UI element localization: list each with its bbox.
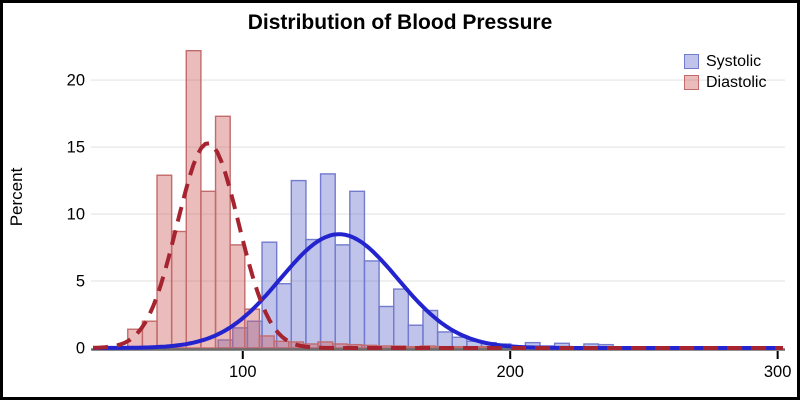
legend: Systolic Diastolic: [684, 51, 766, 93]
histogram-bar-diastolic: [185, 49, 202, 349]
histogram-bar-systolic: [305, 238, 322, 349]
histogram-bar-systolic: [319, 173, 336, 349]
histogram-bar-systolic: [436, 331, 453, 349]
legend-label-diastolic: Diastolic: [706, 73, 767, 91]
histogram-bar-systolic: [407, 324, 424, 349]
x-tick-label: 300: [764, 363, 792, 381]
x-tick-label: 200: [496, 363, 524, 381]
y-tick-label: 10: [67, 206, 85, 224]
y-tick-label: 0: [76, 340, 85, 358]
legend-swatch-diastolic-icon: [684, 75, 699, 90]
histogram-bar-diastolic: [170, 230, 187, 349]
chart-title: Distribution of Blood Pressure: [247, 11, 553, 34]
y-tick-label: 20: [67, 72, 85, 90]
x-tick-label: 100: [229, 363, 257, 381]
legend-swatch-systolic-icon: [684, 54, 699, 69]
density-curve-diastolic: [92, 141, 783, 350]
legend-label-systolic: Systolic: [706, 52, 762, 70]
histogram-bar-diastolic: [258, 335, 275, 349]
chart-canvas: 100 200 300 0 5 10 15 20: [67, 49, 792, 381]
histogram-bar-systolic: [349, 190, 366, 349]
y-tick-label: 5: [76, 273, 85, 291]
legend-item-diastolic: Diastolic: [684, 72, 766, 93]
legend-item-systolic: Systolic: [684, 51, 766, 72]
histogram-bar-systolic: [334, 244, 351, 349]
histogram-bar-systolic: [363, 260, 380, 349]
histogram-bar-diastolic: [229, 244, 246, 349]
histogram-bar-diastolic: [200, 190, 217, 349]
histogram-bar-systolic: [393, 288, 410, 349]
y-tick-label: 15: [67, 139, 85, 157]
histogram-bar-systolic: [378, 305, 395, 349]
histogram-bar-diastolic: [273, 340, 290, 349]
